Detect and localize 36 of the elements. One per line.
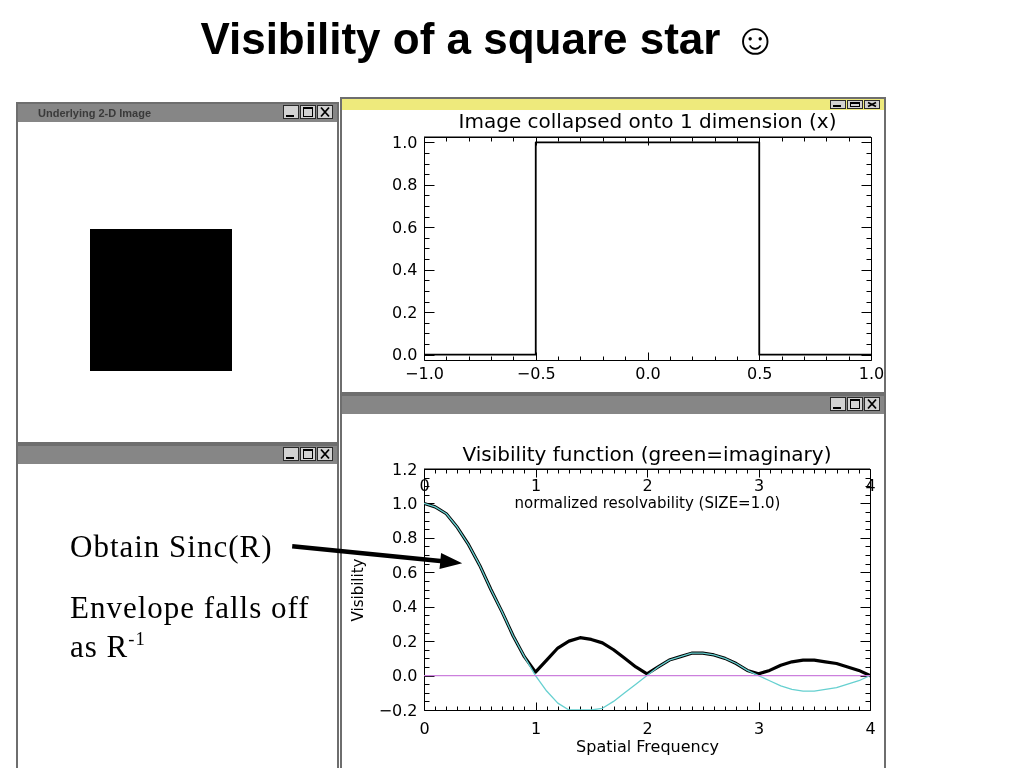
chart-title: Image collapsed onto 1 dimension (x) (458, 109, 837, 134)
y-tick-label: 0.0 (392, 345, 418, 365)
y-tick-label: −0.2 (378, 700, 418, 720)
x2-axis-title: normalized resolvability (SIZE=1.0) (514, 493, 781, 512)
y-tick-label: 0.8 (392, 175, 418, 195)
x-tick-label: 1 (530, 475, 542, 495)
y-axis-title: Visibility (348, 558, 367, 622)
y-tick-label: 0.6 (392, 217, 418, 237)
text: Visibility of a square star ☺ (199, 13, 779, 65)
x-axis-title: Spatial Frequency (576, 736, 719, 756)
x2-tick-label: 3 (753, 718, 765, 738)
y-tick-label: 1.0 (392, 493, 418, 513)
x-tick-label: 1.0 (858, 363, 885, 383)
text: Envelope falls off as R$^{-1}$ (70, 589, 311, 666)
y-tick-label: 1.0 (392, 132, 418, 152)
y-tick-label: 0.8 (392, 528, 418, 548)
y-tick-label: 1.2 (392, 459, 418, 479)
x2-tick-label: 2 (642, 718, 653, 738)
x-tick-label: −1.0 (405, 363, 444, 383)
x-tick-label: 0.0 (635, 363, 661, 383)
x-tick-label: 2 (642, 475, 653, 495)
y-tick-label: 0.0 (392, 666, 418, 686)
y-tick-label: 0.4 (392, 260, 418, 280)
x2-tick-label: 4 (865, 718, 876, 738)
x-tick-label: −0.5 (516, 363, 556, 383)
y-tick-label: 0.2 (392, 631, 418, 651)
x2-tick-label: 0 (419, 718, 430, 738)
x2-tick-label: 1 (530, 718, 542, 738)
chart-title: Visibility function (green=imaginary) (462, 441, 832, 466)
text: Obtain Sinc(R) (70, 528, 274, 566)
y-tick-label: 0.4 (392, 597, 418, 617)
y-tick-label: 0.2 (392, 302, 418, 322)
x-tick-label: 3 (753, 475, 765, 495)
text: Underlying 2-D Image (38, 106, 152, 120)
x-tick-label: 0.5 (747, 363, 773, 383)
y-tick-label: 0.6 (392, 562, 418, 582)
